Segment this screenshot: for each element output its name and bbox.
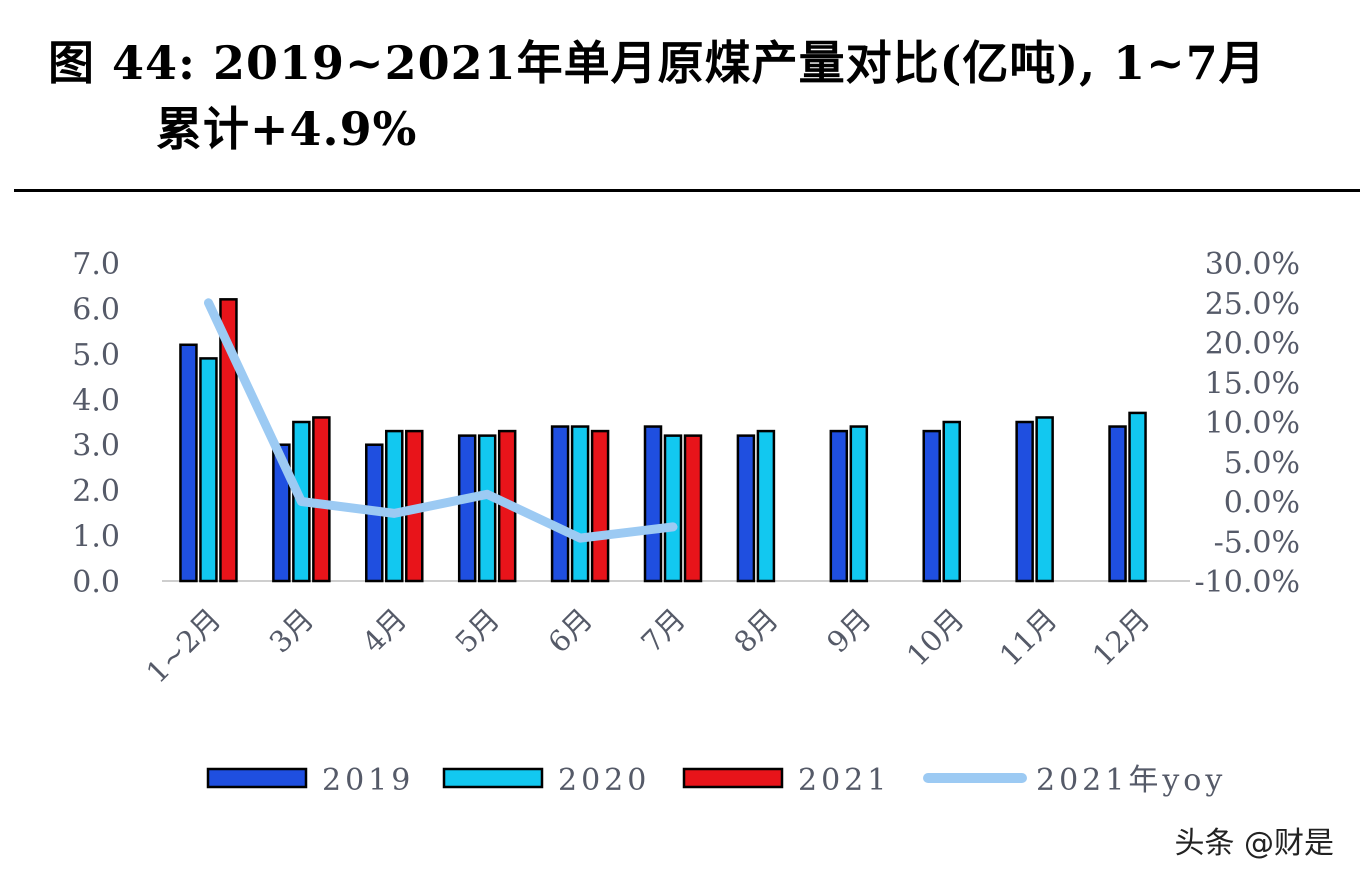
y-left-tick-label: 6.0 (72, 292, 120, 327)
y-left-tick-label: 5.0 (72, 338, 120, 373)
bar-2021-5 (683, 434, 703, 583)
y-left-tick-label: 3.0 (72, 429, 120, 464)
legend-swatch-2021 (682, 767, 784, 789)
bar-2019-9 (1015, 420, 1034, 583)
x-tick-label: 1~2月 (140, 602, 228, 690)
bar-2021-0 (219, 298, 238, 583)
line-series-yoy (204, 298, 678, 543)
y-left-tick-label: 0.0 (72, 565, 120, 600)
legend-swatch-2020 (442, 767, 544, 789)
bar-2020-10 (1128, 411, 1147, 583)
legend-label: 2020 (558, 763, 650, 798)
x-tick-label: 3月 (263, 602, 321, 660)
bar-2020-6 (756, 429, 776, 583)
y-right-tick-label: 20.0% (1205, 327, 1300, 362)
x-tick-label: 8月 (727, 602, 785, 660)
title-divider (14, 189, 1360, 192)
bar-2019-10 (1108, 425, 1127, 583)
x-tick-label: 6月 (541, 602, 599, 660)
y-right-tick-label: 5.0% (1224, 446, 1300, 481)
bar-2020-2 (385, 429, 404, 583)
y-left-tick-label: 7.0 (72, 247, 120, 282)
y-left-tick-label: 2.0 (72, 474, 120, 509)
y-left-tick-label: 1.0 (72, 520, 120, 555)
y-right-tick-label: 30.0% (1205, 247, 1300, 282)
y-right-tick-label: -10.0% (1195, 565, 1300, 600)
x-tick-label: 9月 (820, 602, 878, 660)
bar-2019-5 (643, 425, 663, 583)
x-tick-label: 11月 (993, 602, 1064, 673)
chart-title-line1: 图 44: 2019~2021年单月原煤产量对比(亿吨), 1~7月 (48, 36, 1266, 90)
x-tick-label: 4月 (356, 602, 414, 660)
x-tick-label: 10月 (900, 602, 971, 673)
y-right-tick-label: 10.0% (1205, 406, 1300, 441)
bar-2020-4 (570, 425, 590, 583)
bar-2019-8 (922, 429, 941, 583)
x-tick-label: 5月 (449, 602, 507, 660)
bar-2019-1 (272, 443, 291, 583)
bar-2019-7 (829, 429, 849, 583)
legend-label: 2019 (322, 763, 414, 798)
bar-2019-6 (736, 434, 756, 583)
y-right-tick-label: 15.0% (1205, 366, 1300, 401)
x-tick-label: 12月 (1086, 602, 1157, 673)
y-left-tick-label: 4.0 (72, 383, 120, 418)
bar-2020-8 (942, 420, 961, 583)
bar-2020-5 (663, 434, 683, 583)
bar-2020-7 (849, 425, 869, 583)
bar-2019-4 (550, 425, 570, 583)
bar-2020-9 (1035, 416, 1054, 583)
legend-label: 2021 (798, 763, 890, 798)
y-right-tick-label: -5.0% (1214, 525, 1300, 560)
bar-2020-3 (477, 434, 497, 583)
y-right-tick-label: 25.0% (1205, 287, 1300, 322)
bar-2019-0 (179, 343, 198, 583)
y-right-tick-label: 0.0% (1224, 486, 1300, 521)
bar-2019-3 (457, 434, 477, 583)
bar-2020-0 (199, 357, 218, 583)
x-tick-label: 7月 (634, 602, 692, 660)
legend-swatch-2019 (206, 767, 308, 789)
bar-2021-4 (590, 429, 610, 583)
watermark: 头条 @财是 (1174, 826, 1334, 861)
legend-label: 2021年yoy (1036, 763, 1226, 798)
chart-title-line2: 累计+4.9% (156, 102, 418, 156)
